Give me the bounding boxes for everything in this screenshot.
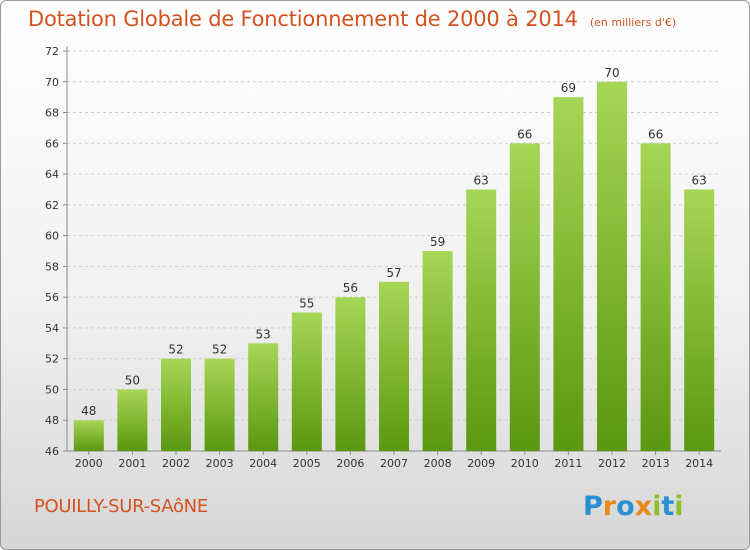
x-tick-label: 2007 xyxy=(380,457,408,470)
bar-value-label: 70 xyxy=(604,66,619,80)
x-tick-label: 2009 xyxy=(467,457,495,470)
bar-value-label: 57 xyxy=(386,266,401,280)
bar-value-label: 48 xyxy=(81,404,96,418)
y-tick-label: 66 xyxy=(45,137,59,150)
bar xyxy=(553,97,584,452)
bar-value-label: 63 xyxy=(474,173,489,187)
y-tick-label: 56 xyxy=(45,291,59,304)
bar-value-label: 59 xyxy=(430,235,445,249)
bar xyxy=(466,189,497,451)
logo-letter: x xyxy=(634,491,653,522)
logo-letter: i xyxy=(652,491,662,522)
bar-value-label: 52 xyxy=(212,343,227,357)
bar xyxy=(509,143,540,452)
y-tick-label: 68 xyxy=(45,107,59,120)
y-tick-label: 54 xyxy=(45,322,59,335)
bar-value-label: 63 xyxy=(692,173,707,187)
logo-letter: i xyxy=(674,491,684,522)
x-tick-label: 2008 xyxy=(424,457,452,470)
bar xyxy=(117,389,148,451)
bar-value-label: 50 xyxy=(125,373,140,387)
bar xyxy=(422,251,453,451)
y-tick-label: 64 xyxy=(45,168,59,181)
bar xyxy=(684,189,715,451)
bar xyxy=(204,358,235,451)
bar-value-label: 53 xyxy=(256,327,271,341)
x-tick-label: 2005 xyxy=(293,457,321,470)
bar-value-label: 66 xyxy=(648,127,663,141)
y-tick-label: 60 xyxy=(45,230,59,243)
bar-value-label: 56 xyxy=(343,281,358,295)
bar xyxy=(73,420,104,451)
logo-letter: P xyxy=(583,491,603,522)
proxiti-logo: Proxiti xyxy=(583,491,684,522)
y-tick-label: 58 xyxy=(45,260,59,273)
logo-letter: t xyxy=(661,491,675,522)
logo-letter: o xyxy=(616,491,635,522)
x-tick-label: 2004 xyxy=(249,457,277,470)
x-tick-label: 2012 xyxy=(598,457,626,470)
y-tick-label: 62 xyxy=(45,199,59,212)
y-tick-label: 52 xyxy=(45,353,59,366)
y-tick-label: 48 xyxy=(45,414,59,427)
bar xyxy=(291,312,322,451)
x-tick-label: 2003 xyxy=(206,457,234,470)
bar-value-label: 55 xyxy=(299,297,314,311)
commune-name: POUILLY-SUR-SAôNE xyxy=(34,496,208,517)
bar-value-label: 66 xyxy=(517,127,532,141)
x-tick-label: 2006 xyxy=(336,457,364,470)
bar-value-label: 69 xyxy=(561,81,576,95)
bar xyxy=(379,281,409,451)
bar xyxy=(597,81,627,452)
logo-letter: r xyxy=(602,491,617,522)
y-tick-label: 50 xyxy=(45,383,59,396)
x-tick-label: 2011 xyxy=(554,457,582,470)
y-tick-label: 70 xyxy=(45,76,59,89)
x-tick-label: 2002 xyxy=(162,457,190,470)
bar-value-label: 52 xyxy=(168,343,183,357)
y-tick-label: 46 xyxy=(45,445,59,458)
x-tick-label: 2000 xyxy=(75,457,103,470)
x-tick-label: 2013 xyxy=(642,457,670,470)
bar xyxy=(161,358,191,451)
x-tick-label: 2014 xyxy=(685,457,713,470)
chart-title: Dotation Globale de Fonctionnement de 20… xyxy=(28,7,676,31)
title-text: Dotation Globale de Fonctionnement de 20… xyxy=(28,7,578,31)
unit-label: (en milliers d'€) xyxy=(589,16,677,29)
x-tick-label: 2001 xyxy=(118,457,146,470)
bar xyxy=(248,343,279,451)
bar xyxy=(335,297,366,451)
y-tick-label: 72 xyxy=(45,45,59,58)
bar xyxy=(640,143,671,452)
x-tick-label: 2010 xyxy=(511,457,539,470)
